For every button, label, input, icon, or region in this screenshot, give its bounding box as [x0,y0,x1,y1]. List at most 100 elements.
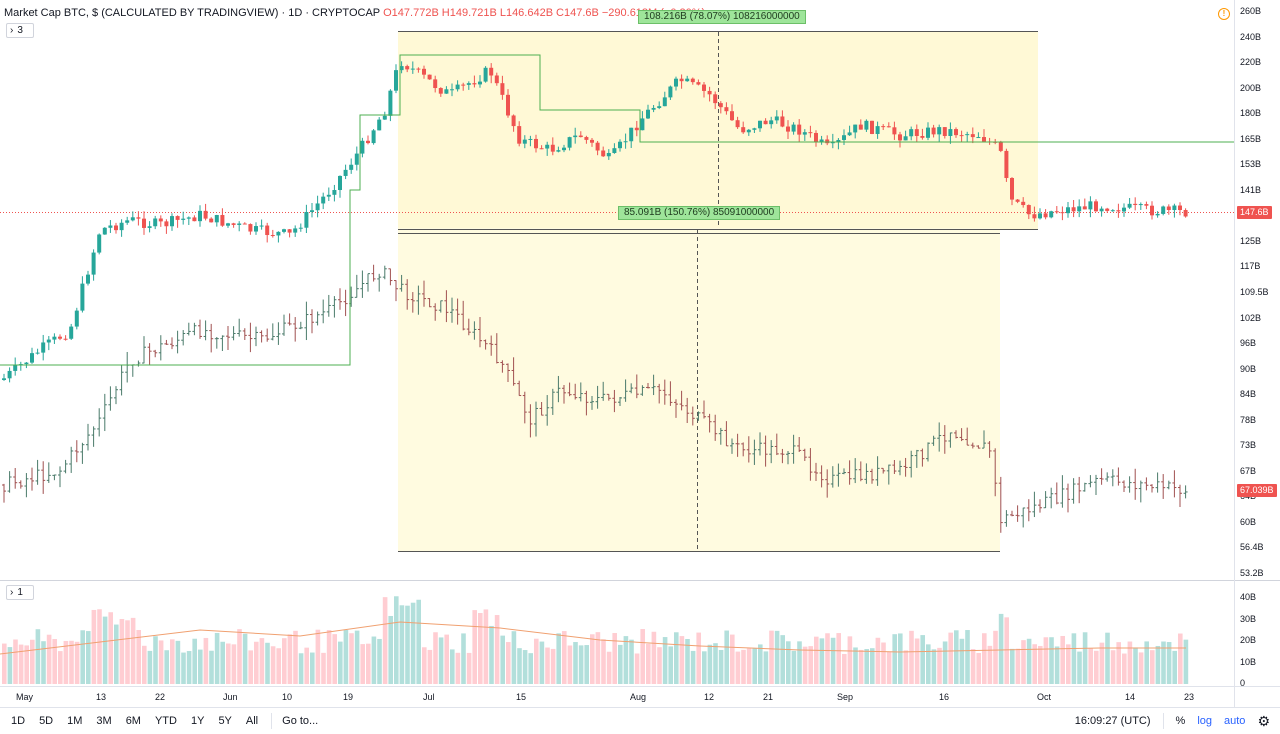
timeframe-3m[interactable]: 3M [96,715,112,727]
volume-bar [892,634,897,684]
candle-body [282,229,286,232]
volume-bar [24,645,29,684]
volume-bar [657,647,662,684]
volume-bar [450,649,455,684]
time-axis-label: 23 [1184,692,1195,702]
chart-legend[interactable]: Market Cap BTC, $ (CALCULATED BY TRADING… [4,6,705,20]
volume-bar [511,631,517,684]
timeframe-1m[interactable]: 1M [67,715,83,727]
candle-body [326,194,331,197]
chevron-icon: › [10,25,14,36]
main-chart-pane[interactable] [0,0,1280,707]
candle-body [662,97,667,107]
volume-bar [18,644,24,684]
candle-body [63,338,68,340]
candle-body [1010,178,1014,200]
volume-bar [1166,642,1172,684]
candle-body [483,67,488,82]
time-axis-label: 19 [343,692,354,702]
timeframe-5d[interactable]: 5D [39,715,54,727]
log-toggle[interactable]: log [1197,715,1213,727]
volume-bar [853,647,858,684]
volume-bar [590,634,595,684]
candle-body [1004,150,1009,179]
volume-bar [175,640,181,684]
volume-bar [259,638,265,684]
volume-bar [74,641,80,684]
candle-body [293,228,298,233]
volume-bar [293,630,298,684]
auto-toggle[interactable]: auto [1224,715,1246,727]
candle-body [1144,204,1149,206]
timeframe-1y[interactable]: 1Y [190,715,205,727]
time-axis-label: 10 [282,692,293,702]
volume-bars-layer [0,596,1189,684]
candle-body [102,227,107,235]
time-axis-label: 16 [939,692,950,702]
volume-bar [1054,646,1060,684]
candle-body [1015,199,1020,202]
timeframe-6m[interactable]: 6M [125,715,141,727]
volume-bar [164,650,169,684]
candle-body [1161,206,1166,214]
price-axis-label: 125B [1240,235,1262,246]
gear-icon[interactable]: ⚙ [1257,712,1270,729]
candle-body [842,135,846,140]
volume-bar [948,632,953,684]
candle-body [903,136,908,141]
volume-bar [601,639,606,684]
candle-body [584,137,589,140]
timeframe-ytd[interactable]: YTD [154,715,177,727]
main-indicators-toggle[interactable]: › 3 [6,23,34,38]
volume-indicators-toggle[interactable]: › 1 [6,585,34,600]
volume-bar [438,637,444,684]
price-axis-label: 165B [1240,133,1262,144]
candle-body [24,362,29,365]
candle-body [713,94,718,104]
candle-body [1172,205,1177,211]
candle-body [265,225,270,236]
timeframe-list: 1D 5D 1M 3M 6M YTD 1Y 5Y All [0,713,261,729]
volume-bar [214,632,220,684]
volume-bar [965,630,970,684]
volume-bar [405,605,410,684]
volume-bar [786,641,791,684]
volume-bar [830,637,836,684]
volume-bar [30,639,35,684]
volume-bar [556,633,561,684]
percent-toggle[interactable]: % [1175,715,1186,727]
measure-label-upper[interactable]: 108.216B (78.07%) 108216000000 [638,10,806,24]
timeframe-1d[interactable]: 1D [11,715,26,727]
candle-body [735,120,740,128]
candle-body [366,140,370,144]
volume-bar [612,633,617,684]
goto-button[interactable]: Go to... [282,715,319,727]
candle-body [791,124,796,132]
alert-icon[interactable]: ! [1218,8,1230,20]
timeframe-all[interactable]: All [245,715,259,727]
time-axis-label: 22 [155,692,166,702]
volume-bar [674,632,679,684]
time-axis-label: Jun [223,692,238,702]
volume-axis-label: 10B [1240,656,1257,667]
candle-body [310,210,314,212]
candle-body [360,140,365,154]
price-axis-label: 180B [1240,108,1262,119]
candle-body [97,234,102,253]
candle-body [461,84,466,86]
candle-body [438,88,443,94]
symbol-title[interactable]: Market Cap BTC, $ (CALCULATED BY TRADING… [4,7,381,19]
timeframe-5y[interactable]: 5Y [218,715,232,727]
utc-clock[interactable]: 16:09:27 (UTC) [1074,715,1151,727]
measure-label-lower[interactable]: 85.091B (150.76%) 85091000000 [618,206,781,220]
volume-bar [623,636,629,684]
candle-body [1088,201,1093,210]
candle-body [640,118,645,131]
price-axis-label: 200B [1240,82,1262,93]
volume-bar [1161,641,1166,684]
volume-bar [119,619,125,684]
candle-body [959,135,964,137]
candle-body [209,218,214,223]
volume-bar [170,639,175,684]
candle-body [315,203,320,211]
